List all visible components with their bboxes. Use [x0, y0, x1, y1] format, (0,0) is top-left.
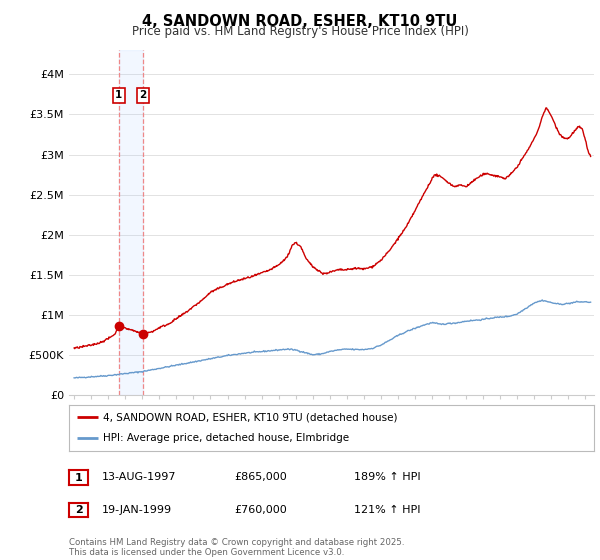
Text: 4, SANDOWN ROAD, ESHER, KT10 9TU: 4, SANDOWN ROAD, ESHER, KT10 9TU: [142, 14, 458, 29]
Text: 4, SANDOWN ROAD, ESHER, KT10 9TU (detached house): 4, SANDOWN ROAD, ESHER, KT10 9TU (detach…: [103, 412, 398, 422]
Text: 2: 2: [140, 90, 147, 100]
Text: 1: 1: [75, 473, 82, 483]
Text: 121% ↑ HPI: 121% ↑ HPI: [354, 505, 421, 515]
Text: 19-JAN-1999: 19-JAN-1999: [102, 505, 172, 515]
Text: £760,000: £760,000: [234, 505, 287, 515]
Text: 1: 1: [115, 90, 122, 100]
Text: 13-AUG-1997: 13-AUG-1997: [102, 472, 176, 482]
Text: Contains HM Land Registry data © Crown copyright and database right 2025.
This d: Contains HM Land Registry data © Crown c…: [69, 538, 404, 557]
Text: 2: 2: [75, 505, 82, 515]
Text: HPI: Average price, detached house, Elmbridge: HPI: Average price, detached house, Elmb…: [103, 433, 349, 444]
Text: £865,000: £865,000: [234, 472, 287, 482]
Text: 189% ↑ HPI: 189% ↑ HPI: [354, 472, 421, 482]
Bar: [119, 50, 143, 395]
Text: Price paid vs. HM Land Registry's House Price Index (HPI): Price paid vs. HM Land Registry's House …: [131, 25, 469, 38]
